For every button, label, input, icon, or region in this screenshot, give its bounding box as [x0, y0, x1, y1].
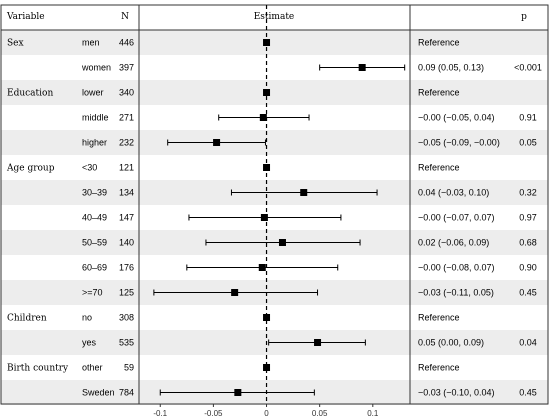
estimate-ci-text: Reference: [418, 313, 460, 323]
n-value: 134: [119, 188, 134, 198]
table-frame: [0, 4, 549, 405]
table-rows: Sex men 446 Reference women 397 0.09 (0.05, 0.…: [6, 38, 542, 398]
estimate-ci-text: −0.05 (−0.09, −0.00): [418, 138, 500, 148]
estimate-ci-text: Reference: [418, 363, 460, 373]
level-label: lower: [82, 88, 104, 98]
level-label: Sweden: [82, 388, 115, 398]
n-value: 535: [119, 338, 134, 348]
p-value: <0.001: [514, 63, 542, 73]
estimate-ci-text: 0.05 (0.00, 0.09): [418, 338, 484, 348]
p-value: 0.90: [519, 263, 537, 273]
n-value: 59: [124, 363, 134, 373]
level-label: middle: [82, 113, 109, 123]
x-tick-label: 0: [264, 409, 269, 418]
estimate-point: [234, 389, 242, 396]
level-label: 40–49: [82, 213, 107, 223]
estimate-point: [213, 139, 221, 146]
p-value: 0.91: [519, 113, 537, 123]
estimate-point: [263, 364, 271, 371]
estimate-point: [314, 339, 322, 346]
p-value: 0.04: [519, 338, 537, 348]
x-tick-label: 0.1: [367, 409, 379, 418]
n-value: 140: [119, 238, 134, 248]
level-label: yes: [82, 338, 97, 348]
estimate-ci-text: −0.00 (−0.07, 0.07): [418, 213, 495, 223]
group-label: Age group: [6, 164, 55, 174]
estimate-ci-text: Reference: [418, 88, 460, 98]
estimate-ci-text: −0.03 (−0.11, 0.05): [418, 288, 494, 298]
estimate-ci-text: 0.02 (−0.06, 0.09): [418, 238, 489, 248]
p-value: 0.45: [519, 388, 537, 398]
group-label: Birth country: [7, 364, 69, 374]
n-value: 397: [119, 63, 134, 73]
estimate-ci-text: −0.00 (−0.05, 0.04): [418, 113, 495, 123]
x-tick-label: -0.1: [153, 409, 167, 418]
level-label: 60–69: [82, 263, 107, 273]
n-value: 121: [119, 163, 134, 173]
n-value: 271: [119, 113, 134, 123]
estimate-point: [260, 214, 268, 221]
level-label: women: [81, 63, 111, 73]
p-value: 0.32: [519, 188, 537, 198]
estimate-ci-text: −0.03 (−0.10, 0.04): [418, 388, 495, 398]
level-label: 30–39: [82, 188, 107, 198]
p-value: 0.68: [519, 238, 537, 248]
level-label: no: [82, 313, 92, 323]
x-tick-label: 0.05: [312, 409, 328, 418]
group-label: Children: [7, 314, 47, 324]
level-label: men: [82, 38, 100, 48]
estimate-ci-text: Reference: [418, 163, 460, 173]
level-label: 50–59: [82, 238, 107, 248]
n-value: 147: [119, 213, 134, 223]
group-label: Sex: [7, 39, 24, 49]
header-p: p: [521, 12, 527, 22]
estimate-point: [358, 64, 366, 71]
estimate-point: [278, 239, 286, 246]
estimate-point: [258, 264, 266, 271]
p-value: 0.45: [519, 288, 537, 298]
estimate-ci-text: 0.09 (0.05, 0.13): [418, 63, 484, 73]
level-label: <30: [82, 163, 97, 173]
x-axis: -0.1 -0.05 0 0.05 0.1: [153, 404, 379, 418]
estimate-ci-text: −0.00 (−0.08, 0.07): [418, 263, 495, 273]
row-band: [1, 80, 548, 105]
row-band: [1, 130, 548, 155]
header-n: N: [121, 12, 129, 22]
header-variable: Variable: [6, 12, 45, 22]
level-label: >=70: [82, 288, 103, 298]
column-headers: Variable N Estimate p: [6, 12, 527, 22]
level-label: other: [82, 363, 103, 373]
estimate-marks: [153, 5, 406, 404]
estimate-ci-text: Reference: [418, 38, 460, 48]
estimate-point: [263, 314, 271, 321]
level-label: higher: [82, 138, 107, 148]
estimate-point: [259, 114, 267, 121]
p-value: 0.97: [519, 213, 537, 223]
n-value: 446: [119, 38, 134, 48]
estimate-point: [300, 189, 308, 196]
n-value: 340: [119, 88, 134, 98]
n-value: 308: [119, 313, 134, 323]
estimate-ci-text: 0.04 (−0.03, 0.10): [418, 188, 489, 198]
x-tick-label: -0.05: [204, 409, 223, 418]
row-band: [1, 30, 548, 55]
n-value: 176: [119, 263, 134, 273]
n-value: 232: [119, 138, 134, 148]
n-value: 125: [119, 288, 134, 298]
header-estimate: Estimate: [254, 12, 295, 22]
estimate-point: [231, 289, 239, 296]
p-value: 0.05: [519, 138, 537, 148]
n-value: 784: [119, 388, 134, 398]
group-label: Education: [7, 89, 53, 99]
outer-border: [0, 4, 549, 405]
